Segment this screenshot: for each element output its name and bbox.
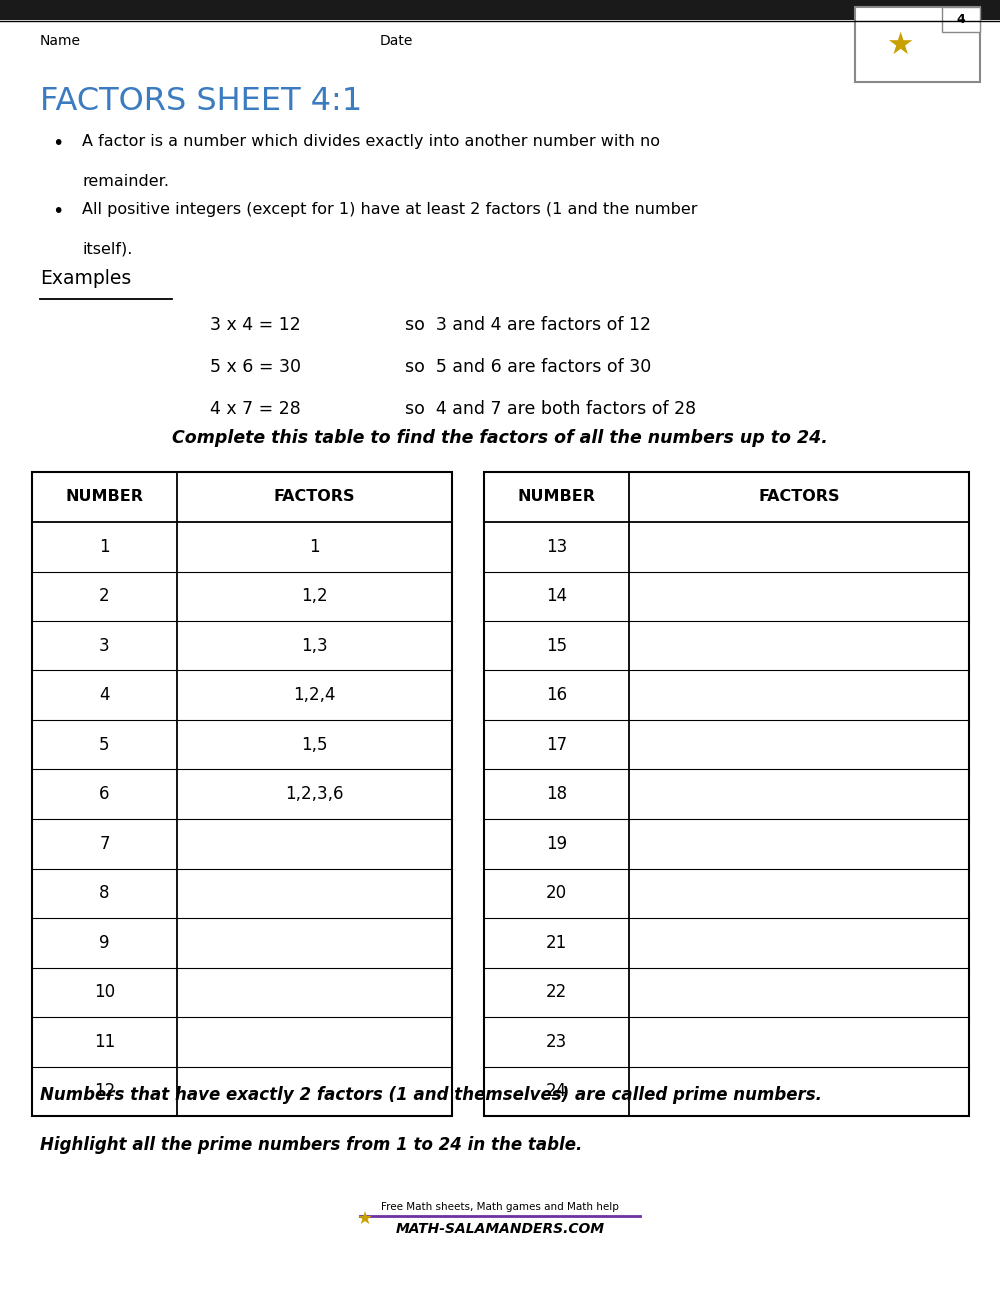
Text: 1,5: 1,5: [301, 736, 328, 753]
Text: itself).: itself).: [82, 242, 132, 258]
Text: FACTORS SHEET 4:1: FACTORS SHEET 4:1: [40, 85, 362, 116]
Text: 21: 21: [546, 934, 567, 952]
Text: Date: Date: [380, 34, 413, 48]
Text: 1,2,3,6: 1,2,3,6: [285, 785, 344, 804]
Text: 23: 23: [546, 1033, 567, 1051]
Text: ★: ★: [357, 1210, 373, 1228]
Text: 4: 4: [99, 686, 110, 704]
Text: so  3 and 4 are factors of 12: so 3 and 4 are factors of 12: [405, 316, 651, 334]
Text: A factor is a number which divides exactly into another number with no: A factor is a number which divides exact…: [82, 135, 660, 149]
Text: FACTORS: FACTORS: [274, 489, 355, 505]
Text: Name: Name: [40, 34, 81, 48]
Text: 13: 13: [546, 538, 567, 555]
Text: so  5 and 6 are factors of 30: so 5 and 6 are factors of 30: [405, 358, 651, 377]
Text: 22: 22: [546, 983, 567, 1002]
Text: 1,2: 1,2: [301, 587, 328, 606]
Text: NUMBER: NUMBER: [518, 489, 596, 505]
Text: 24: 24: [546, 1082, 567, 1100]
Text: 4: 4: [957, 13, 965, 26]
Text: 11: 11: [94, 1033, 115, 1051]
Text: 2: 2: [99, 587, 110, 606]
Text: •: •: [52, 135, 63, 153]
Text: 20: 20: [546, 884, 567, 902]
Text: 10: 10: [94, 983, 115, 1002]
FancyBboxPatch shape: [484, 472, 969, 1115]
Text: 5 x 6 = 30: 5 x 6 = 30: [210, 358, 301, 377]
Text: ★: ★: [886, 31, 914, 60]
Text: 19: 19: [546, 835, 567, 853]
FancyBboxPatch shape: [855, 6, 980, 82]
FancyBboxPatch shape: [32, 472, 452, 1115]
Text: 4 x 7 = 28: 4 x 7 = 28: [210, 400, 301, 418]
Text: 5: 5: [99, 736, 110, 753]
Text: MATH-SALAMANDERS.COM: MATH-SALAMANDERS.COM: [396, 1222, 604, 1236]
Text: 17: 17: [546, 736, 567, 753]
Text: Free Math sheets, Math games and Math help: Free Math sheets, Math games and Math he…: [381, 1202, 619, 1212]
FancyBboxPatch shape: [942, 6, 980, 32]
Text: 14: 14: [546, 587, 567, 606]
Text: 7: 7: [99, 835, 110, 853]
Text: remainder.: remainder.: [82, 173, 169, 189]
Text: 15: 15: [546, 637, 567, 655]
Text: All positive integers (except for 1) have at least 2 factors (1 and the number: All positive integers (except for 1) hav…: [82, 202, 698, 217]
Text: 9: 9: [99, 934, 110, 952]
Text: so  4 and 7 are both factors of 28: so 4 and 7 are both factors of 28: [405, 400, 696, 418]
Text: 6: 6: [99, 785, 110, 804]
Text: 3: 3: [99, 637, 110, 655]
Text: NUMBER: NUMBER: [66, 489, 144, 505]
FancyBboxPatch shape: [0, 0, 1000, 19]
Text: 1: 1: [309, 538, 320, 555]
Text: Examples: Examples: [40, 269, 131, 289]
Text: 1,2,4: 1,2,4: [293, 686, 336, 704]
Text: 16: 16: [546, 686, 567, 704]
Text: 8: 8: [99, 884, 110, 902]
Text: Highlight all the prime numbers from 1 to 24 in the table.: Highlight all the prime numbers from 1 t…: [40, 1136, 582, 1154]
Text: FACTORS: FACTORS: [758, 489, 840, 505]
Text: •: •: [52, 202, 63, 221]
Text: 1: 1: [99, 538, 110, 555]
Text: 1,3: 1,3: [301, 637, 328, 655]
Text: 18: 18: [546, 785, 567, 804]
Text: 3 x 4 = 12: 3 x 4 = 12: [210, 316, 301, 334]
Text: Complete this table to find the factors of all the numbers up to 24.: Complete this table to find the factors …: [172, 430, 828, 446]
Text: 12: 12: [94, 1082, 115, 1100]
Text: Numbers that have exactly 2 factors (1 and themselves) are called prime numbers.: Numbers that have exactly 2 factors (1 a…: [40, 1086, 822, 1104]
